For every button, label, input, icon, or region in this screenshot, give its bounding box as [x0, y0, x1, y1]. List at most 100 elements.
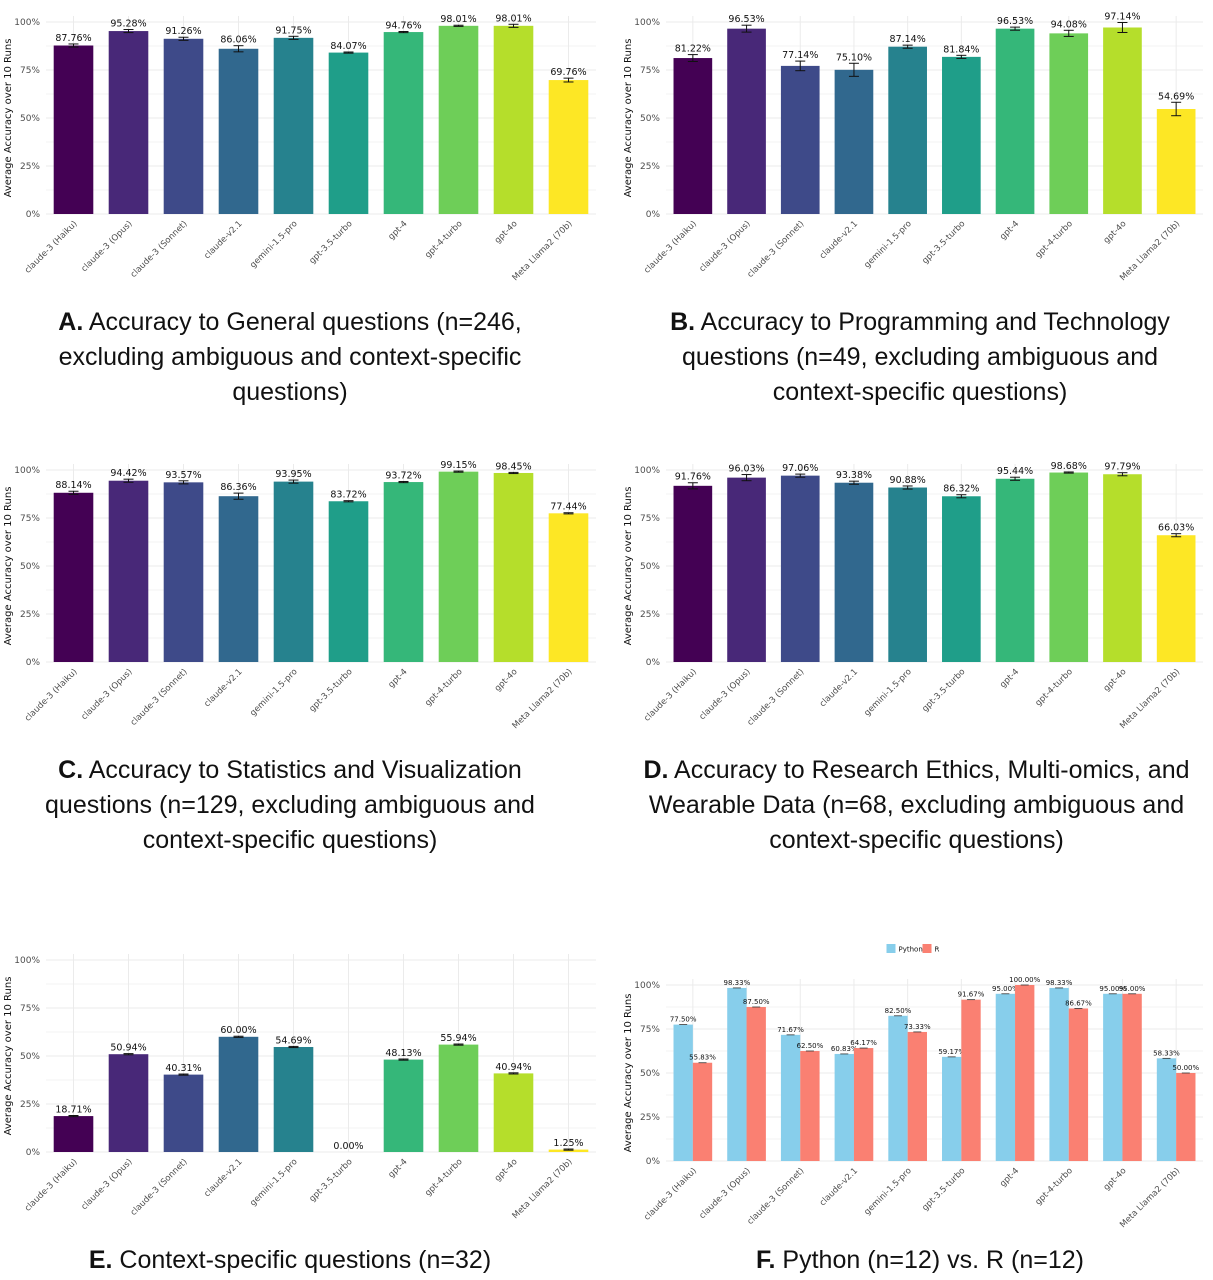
x-tick-label: gpt-4	[998, 219, 1021, 242]
data-label: 94.76%	[385, 20, 421, 31]
bar	[108, 480, 149, 662]
data-label: 100.00%	[1009, 976, 1040, 984]
data-label: 83.72%	[330, 490, 366, 501]
x-tick-label: Meta Llama2 (70b)	[1118, 667, 1182, 731]
bar	[493, 472, 534, 662]
x-tick-label: gemini-1.5-pro	[862, 667, 913, 718]
x-tick-label: claude-v2.1	[818, 667, 860, 709]
bar	[438, 25, 479, 214]
y-tick-label: 25%	[20, 1100, 40, 1110]
chart-panel-f: 0% 25% 50% 75% 100% Average Accuracy over 10 …	[620, 938, 1213, 1280]
legend-label-python: Python	[899, 946, 923, 954]
bar-r	[1068, 1008, 1089, 1161]
caption-f: F. Python (n=12) vs. R (n=12)	[640, 1243, 1200, 1278]
bar-python	[834, 1053, 854, 1161]
x-tick-label: claude-3 (Haiku)	[23, 219, 80, 276]
x-tick-label: gpt-3.5-turbo	[920, 1166, 967, 1213]
y-tick-label: 100%	[634, 981, 660, 991]
data-label: 54.69%	[275, 1035, 311, 1046]
x-tick-label: gpt-4	[998, 1166, 1021, 1189]
data-label: 93.95%	[275, 469, 311, 480]
y-tick-label: 100%	[634, 466, 660, 476]
bar	[834, 69, 874, 214]
bar	[727, 477, 766, 662]
bar-python	[942, 1056, 962, 1161]
bar	[780, 475, 820, 662]
y-axis-label: Average Accuracy over 10 Runs	[3, 487, 14, 646]
bar	[548, 80, 589, 215]
y-tick-label: 0%	[646, 210, 661, 220]
data-label: 93.57%	[165, 470, 201, 481]
y-tick-label: 0%	[26, 1148, 41, 1158]
x-tick-label: claude-3 (Opus)	[698, 667, 753, 722]
bar	[218, 48, 259, 214]
bar-python	[1156, 1058, 1177, 1161]
x-tick-label: gpt-3.5-turbo	[308, 219, 355, 266]
data-label: 98.33%	[724, 979, 751, 987]
chart-panel-c: 0% 25% 50% 75% 100% Average Accuracy over 10 …	[0, 448, 606, 868]
caption-e-tag: E.	[88, 1246, 113, 1274]
bar	[888, 487, 927, 662]
data-label: 87.50%	[743, 998, 770, 1006]
data-label: 91.76%	[675, 472, 711, 483]
caption-e: E. Context-specific questions (n=32)	[20, 1243, 560, 1278]
data-label: 95.00%	[1119, 985, 1146, 993]
bar-r	[800, 1051, 820, 1161]
y-tick-label: 0%	[646, 658, 661, 668]
data-label: 55.83%	[689, 1054, 716, 1062]
data-label: 97.14%	[1104, 11, 1140, 22]
caption-f-tag: F.	[756, 1246, 776, 1274]
data-label: 60.83%	[831, 1045, 858, 1053]
data-label: 77.14%	[782, 50, 818, 61]
chart-panel-d: 0% 25% 50% 75% 100% Average Accuracy over 10 …	[620, 448, 1213, 868]
bar-r	[1176, 1073, 1196, 1161]
y-tick-label: 0%	[646, 1157, 661, 1167]
y-tick-label: 100%	[14, 466, 40, 476]
caption-c-tag: C.	[58, 756, 84, 784]
x-tick-label: gemini-1.5-pro	[248, 667, 299, 718]
x-tick-label: gpt-4-turbo	[423, 219, 464, 260]
x-tick-label: gpt-4	[387, 667, 410, 690]
data-label: 91.75%	[275, 25, 311, 36]
bar-python	[727, 987, 747, 1161]
bar	[163, 38, 204, 215]
caption-d-tag: D.	[643, 756, 669, 784]
y-axis-label: Average Accuracy over 10 Runs	[623, 487, 634, 646]
bar	[1103, 27, 1142, 215]
bar	[218, 1036, 259, 1152]
bar-r	[961, 999, 981, 1161]
x-tick-label: gpt-3.5-turbo	[308, 667, 355, 714]
y-tick-label: 50%	[640, 562, 660, 572]
data-label: 66.03%	[1158, 523, 1194, 534]
data-label: 55.94%	[440, 1033, 476, 1044]
bar-r	[1122, 993, 1142, 1161]
y-tick-label: 75%	[640, 66, 660, 76]
caption-a: A. Accuracy to General questions (n=246,…	[20, 305, 560, 410]
x-tick-label: gpt-4-turbo	[423, 1157, 464, 1198]
data-label: 96.53%	[728, 14, 764, 25]
bar	[108, 31, 149, 214]
bar	[548, 1149, 589, 1152]
bar	[1049, 33, 1089, 215]
bar-python	[1103, 993, 1123, 1161]
bar	[995, 28, 1035, 214]
data-label: 98.01%	[495, 13, 531, 24]
data-label: 81.84%	[943, 44, 979, 55]
chart-panel-e: 0% 25% 50% 75% 100% Average Accuracy over 10 …	[0, 938, 606, 1280]
bar	[273, 37, 314, 215]
bar	[383, 1059, 424, 1152]
y-tick-label: 100%	[14, 18, 40, 28]
data-label: 98.45%	[495, 461, 531, 472]
bar	[218, 496, 259, 662]
data-label: 64.17%	[850, 1039, 877, 1047]
data-label: 82.50%	[885, 1007, 912, 1015]
y-tick-label: 25%	[640, 610, 660, 620]
bar	[53, 1116, 94, 1152]
x-tick-label: claude-3 (Haiku)	[23, 667, 80, 724]
bar	[383, 32, 424, 215]
x-tick-label: gpt-4o	[493, 1157, 520, 1184]
x-tick-label: claude-3 (Opus)	[79, 667, 134, 722]
bar	[438, 1044, 479, 1152]
x-tick-label: gpt-3.5-turbo	[920, 667, 967, 714]
data-label: 98.01%	[440, 14, 476, 25]
